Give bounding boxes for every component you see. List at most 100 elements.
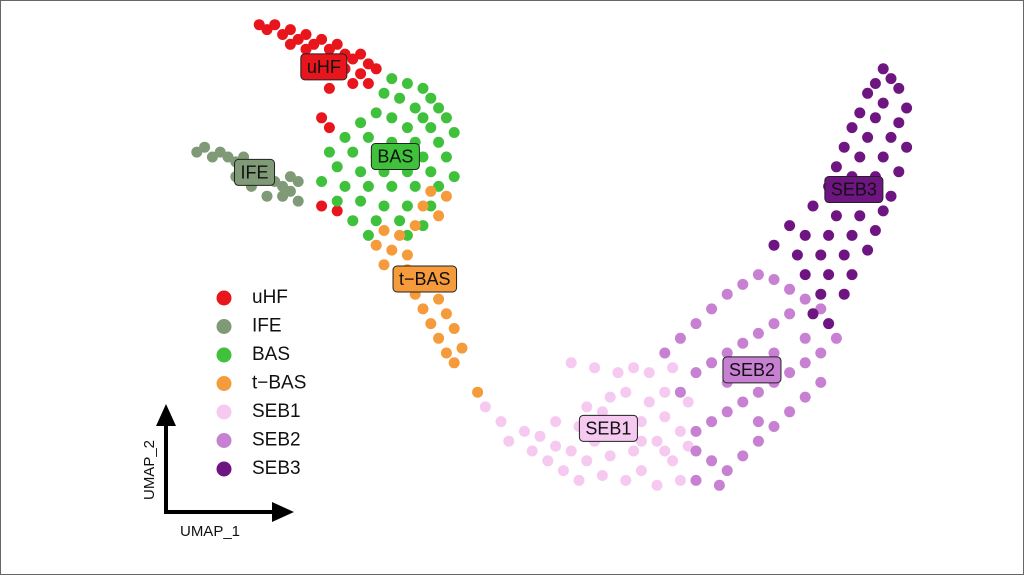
point xyxy=(667,362,679,374)
point xyxy=(316,33,328,45)
point xyxy=(565,445,577,457)
point xyxy=(495,416,507,428)
point xyxy=(799,391,811,403)
point xyxy=(737,396,749,408)
point xyxy=(355,68,367,80)
point xyxy=(846,122,858,134)
point xyxy=(869,78,881,89)
point xyxy=(386,244,398,256)
point xyxy=(862,87,874,99)
point xyxy=(425,185,437,197)
legend-label: BAS xyxy=(252,344,290,365)
point xyxy=(417,112,429,124)
point xyxy=(394,92,406,104)
point xyxy=(885,131,897,143)
point xyxy=(635,435,647,447)
point xyxy=(620,386,632,398)
point xyxy=(355,166,367,178)
point xyxy=(425,122,437,134)
cluster-label: SEB2 xyxy=(722,356,782,384)
point xyxy=(292,195,304,207)
point xyxy=(401,122,413,134)
point xyxy=(448,127,460,138)
point xyxy=(386,112,398,124)
point xyxy=(261,190,273,202)
point xyxy=(300,29,312,40)
legend-swatch xyxy=(216,290,232,306)
legend-label: SEB3 xyxy=(252,458,301,479)
point xyxy=(316,176,328,187)
point xyxy=(534,430,546,442)
legend-label: t−BAS xyxy=(252,373,306,394)
cluster-label: uHF xyxy=(300,53,348,81)
point xyxy=(581,401,593,413)
cluster-label: SEB3 xyxy=(824,176,884,204)
point xyxy=(433,210,445,222)
point xyxy=(823,318,835,330)
point xyxy=(628,445,640,457)
point xyxy=(721,288,733,300)
point xyxy=(479,401,491,413)
cluster-label-text: BAS xyxy=(377,147,413,167)
point xyxy=(331,205,343,217)
point xyxy=(526,445,538,457)
point xyxy=(331,38,343,50)
point xyxy=(784,220,796,232)
cluster-labels: uHF IFE BAS t−BAS SEB1 SEB2 SEB3 xyxy=(234,53,884,442)
legend-swatch xyxy=(216,347,232,363)
point xyxy=(799,293,811,305)
point xyxy=(440,347,452,359)
point xyxy=(854,107,866,119)
point xyxy=(409,102,421,114)
point xyxy=(456,342,468,354)
point xyxy=(401,78,413,89)
point xyxy=(877,63,889,75)
point xyxy=(877,205,889,217)
point xyxy=(300,43,312,55)
point xyxy=(596,470,608,481)
point xyxy=(417,151,429,163)
point xyxy=(386,180,398,192)
point xyxy=(799,357,811,369)
point xyxy=(706,357,718,369)
point xyxy=(815,376,827,388)
point xyxy=(370,239,382,251)
point xyxy=(721,347,733,359)
point xyxy=(838,249,850,261)
point xyxy=(784,308,796,320)
point xyxy=(433,332,445,344)
point xyxy=(284,24,296,36)
point xyxy=(823,229,835,241)
point xyxy=(417,220,429,232)
point xyxy=(901,141,913,153)
point xyxy=(854,210,866,222)
point xyxy=(316,112,328,124)
point xyxy=(674,425,686,437)
point xyxy=(815,249,827,261)
point xyxy=(659,411,671,423)
point xyxy=(401,200,413,212)
point xyxy=(339,180,351,192)
point xyxy=(784,367,796,379)
point xyxy=(737,337,749,349)
point xyxy=(378,87,390,99)
cluster-label: IFE xyxy=(234,158,276,186)
point xyxy=(838,288,850,300)
cluster-label-text: IFE xyxy=(241,162,269,182)
point xyxy=(199,141,211,153)
point xyxy=(651,479,663,491)
point xyxy=(752,327,764,339)
point xyxy=(557,465,569,477)
cluster-label-text: uHF xyxy=(307,57,341,77)
point xyxy=(901,102,913,114)
point xyxy=(807,308,819,320)
point xyxy=(768,318,780,330)
cluster-label-text: SEB2 xyxy=(729,360,775,380)
point xyxy=(417,82,429,94)
point xyxy=(659,347,671,359)
point xyxy=(674,332,686,344)
point xyxy=(799,332,811,344)
point xyxy=(604,450,616,462)
point xyxy=(362,78,374,89)
